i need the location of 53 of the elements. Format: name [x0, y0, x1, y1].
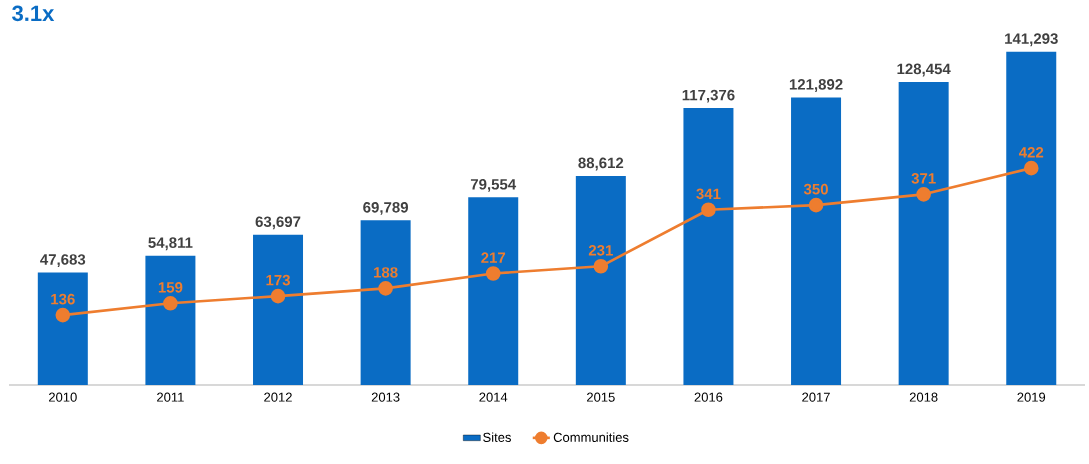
bar — [575, 175, 626, 385]
x-tick-label: 2013 — [371, 392, 400, 402]
text: 3.1x — [12, 5, 55, 22]
data-label: 217 — [481, 252, 506, 263]
point — [270, 288, 286, 304]
bar — [683, 108, 734, 385]
data-label: 69,789 — [363, 202, 408, 215]
bar — [468, 197, 519, 385]
point — [808, 197, 824, 213]
bar — [253, 234, 304, 385]
data-label: 136 — [51, 293, 75, 305]
legend-label: Communities — [553, 432, 629, 442]
data-label: 231 — [588, 245, 613, 256]
x-tick-label: 2019 — [1017, 392, 1046, 402]
data-label: 422 — [1018, 147, 1044, 158]
data-label: 159 — [158, 282, 183, 293]
data-label: 188 — [374, 267, 398, 278]
x-tick-label: 2016 — [694, 392, 723, 402]
x-tick-label: 2018 — [909, 392, 938, 402]
data-label: 121,892 — [789, 79, 843, 92]
point — [1023, 160, 1039, 176]
legend-label: Sites — [483, 432, 511, 442]
point — [163, 295, 178, 311]
x-tick-label: 2015 — [587, 392, 615, 402]
x-tick-label: 2012 — [264, 392, 292, 402]
bar — [898, 81, 949, 385]
bar — [360, 220, 411, 385]
point — [378, 281, 393, 296]
data-label: 63,697 — [255, 216, 301, 230]
bar — [37, 272, 88, 385]
data-label: 47,683 — [40, 254, 86, 267]
data-label: 54,811 — [148, 237, 193, 251]
x-tick-label: 2017 — [802, 392, 830, 402]
data-label: 371 — [911, 173, 936, 184]
point — [55, 307, 71, 323]
data-label: 141,293 — [1005, 33, 1058, 47]
data-label: 350 — [803, 183, 828, 195]
data-label: 88,612 — [578, 157, 624, 171]
x-tick-label: 2014 — [479, 392, 508, 402]
bar — [791, 97, 842, 385]
bar — [1006, 51, 1057, 385]
bar — [145, 255, 196, 385]
point — [485, 266, 501, 281]
x-tick-label: 2011 — [157, 392, 184, 402]
point — [701, 202, 716, 218]
x-tick-label: 2010 — [49, 392, 77, 402]
data-label: 173 — [266, 274, 290, 286]
data-label: 79,554 — [470, 178, 517, 192]
data-label: 128,454 — [897, 63, 951, 77]
data-label: 117,376 — [682, 89, 735, 103]
point — [916, 187, 931, 202]
data-label: 341 — [696, 188, 721, 200]
point — [593, 258, 609, 274]
